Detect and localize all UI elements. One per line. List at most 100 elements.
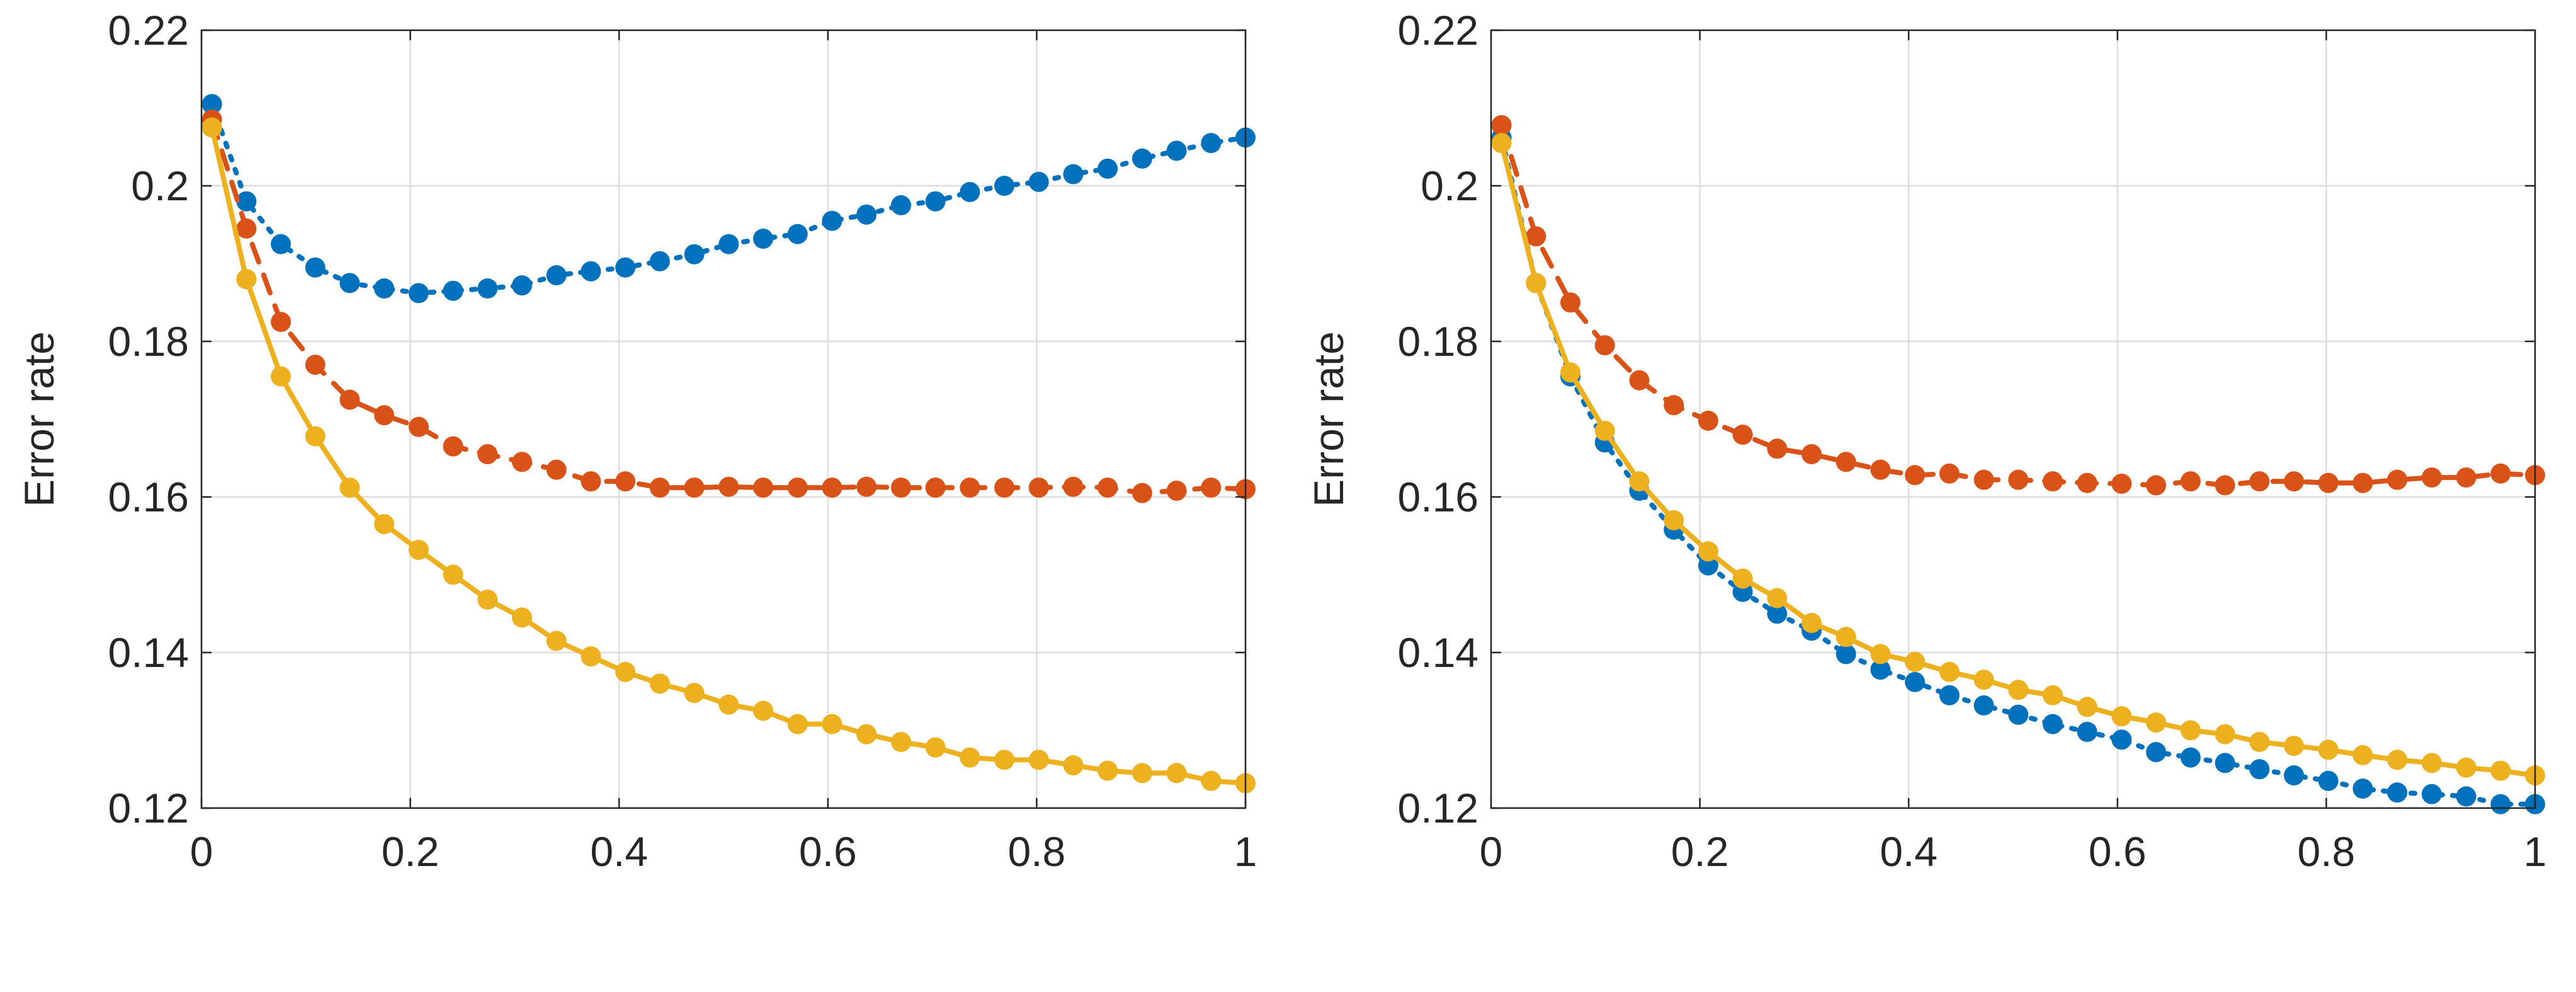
right-chart-series-blue-point bbox=[1698, 555, 1718, 576]
left-chart-series-yellow-point bbox=[787, 714, 808, 734]
right-chart-series-orange-point bbox=[2215, 475, 2235, 496]
left-chart-series-orange-point bbox=[1166, 481, 1187, 501]
right-chart-series-orange-point bbox=[1732, 425, 1753, 445]
left-chart-series-yellow-point bbox=[753, 700, 773, 721]
left-chart-series-blue-point bbox=[581, 261, 601, 282]
right-chart-xtick-label: 0.2 bbox=[1671, 828, 1729, 875]
right-chart-series-blue-point bbox=[2180, 747, 2201, 768]
left-chart-series-yellow-point bbox=[1166, 763, 1187, 784]
left-chart-xtick-label: 0.6 bbox=[799, 828, 857, 875]
right-chart-ytick-label: 0.2 bbox=[1421, 162, 1478, 209]
left-chart-grid bbox=[200, 29, 1247, 809]
left-chart-series-yellow-point bbox=[1063, 755, 1084, 776]
left-chart-series-orange-point bbox=[512, 452, 532, 472]
left-chart-series-orange-point bbox=[477, 444, 498, 465]
right-chart-series-orange-point bbox=[2180, 471, 2201, 492]
left-chart-series-orange-point bbox=[305, 355, 326, 375]
right-chart-series-blue-point bbox=[2111, 729, 2132, 750]
right-chart-series-orange-point bbox=[2043, 471, 2063, 492]
left-chart-series-blue-point bbox=[512, 275, 532, 296]
left-chart-series-blue-point bbox=[684, 244, 705, 265]
right-chart-frame bbox=[1490, 29, 2536, 809]
right-chart-series-orange-point bbox=[2490, 463, 2511, 484]
right-chart-series-yellow-point bbox=[1905, 651, 1926, 672]
right-chart-series-orange-point bbox=[1594, 335, 1615, 356]
right-chart-series-blue-point bbox=[2456, 786, 2477, 807]
left-chart-series-yellow-point bbox=[271, 366, 291, 387]
right-chart-series-yellow-point bbox=[1767, 588, 1788, 608]
left-chart-series-orange-point bbox=[856, 476, 877, 497]
right-chart-series-blue-point bbox=[2284, 765, 2304, 786]
left-chart-series-blue-point bbox=[822, 210, 843, 231]
left-chart-ytick-label: 0.18 bbox=[108, 318, 189, 365]
left-chart-series-yellow-point bbox=[718, 694, 739, 715]
right-chart-series-orange-point bbox=[1629, 370, 1650, 391]
right-chart-series-blue-point bbox=[1767, 603, 1788, 624]
left-chart-series-blue-point bbox=[718, 234, 739, 254]
right-chart-series-yellow-point bbox=[2215, 724, 2235, 744]
left-chart-series-orange-point bbox=[1028, 477, 1049, 498]
left-chart-series-orange-point bbox=[1201, 477, 1222, 498]
right-chart-series-blue-point bbox=[1939, 685, 1960, 705]
left-chart-series-blue-point bbox=[753, 229, 773, 249]
left-chart-ytick-label: 0.14 bbox=[108, 629, 189, 676]
left-chart-series-orange-point bbox=[684, 477, 705, 498]
right-chart-series-orange-point bbox=[2387, 469, 2408, 490]
right-chart-ytick-label: 0.22 bbox=[1398, 7, 1478, 54]
left-chart-series-yellow-point bbox=[615, 661, 636, 682]
left-chart-series-orange-point bbox=[718, 476, 739, 497]
right-chart-series-yellow-point bbox=[1560, 362, 1580, 383]
right-chart-ylabel: Error rate bbox=[1305, 331, 1352, 507]
left-chart-series-orange-point bbox=[1098, 477, 1118, 498]
right-chart-series-blue-point bbox=[1870, 659, 1891, 680]
right-chart-series-yellow-point bbox=[1526, 273, 1546, 294]
left-chart-series-blue-point bbox=[1028, 171, 1049, 192]
left-chart-series-yellow-point bbox=[201, 117, 222, 138]
left-chart-series-blue-point bbox=[1201, 133, 1222, 154]
left-chart-series-orange-point bbox=[649, 477, 670, 498]
right-chart-ytick-label: 0.16 bbox=[1398, 474, 1478, 520]
left-chart-series-orange-point bbox=[546, 459, 567, 480]
left-chart-series-blue-point bbox=[374, 278, 395, 299]
left-chart-series-yellow-point bbox=[960, 747, 980, 768]
left-chart-series-orange-point bbox=[581, 471, 601, 492]
right-chart-series-blue-point bbox=[1905, 671, 1926, 692]
left-chart-series-yellow-point bbox=[994, 750, 1014, 770]
left-chart-ylabel: Error rate bbox=[16, 331, 62, 507]
left-chart-series-orange-point bbox=[615, 471, 636, 492]
right-chart-series-yellow-point bbox=[1664, 510, 1684, 530]
left-chart-panel: 0 0.2 0.4 0.6 0.8 1 0.12 0.14 0.16 0.18 0.2 0.22 Er… bbox=[16, 7, 1257, 875]
left-chart-series-orange-point bbox=[994, 477, 1014, 498]
left-chart-series-yellow-point bbox=[925, 737, 946, 758]
right-chart-series-orange-point bbox=[1973, 469, 1994, 490]
right-chart-series-orange-point bbox=[1836, 452, 1856, 472]
left-chart-series-blue-point bbox=[890, 195, 911, 215]
right-chart-series-orange-point bbox=[1526, 226, 1546, 247]
right-chart-series-blue-point bbox=[2318, 770, 2339, 791]
left-chart-series-orange-point bbox=[925, 477, 946, 498]
left-chart-series-orange-point bbox=[236, 218, 257, 239]
right-chart-series-orange-point bbox=[2008, 469, 2029, 490]
right-chart-series-blue-point bbox=[2490, 794, 2511, 814]
left-chart-series-yellow-point bbox=[236, 269, 257, 290]
right-chart-series-yellow-point bbox=[1836, 627, 1856, 647]
right-chart-series-orange-point bbox=[2318, 472, 2339, 493]
left-chart-frame bbox=[200, 29, 1247, 809]
right-chart-series-orange-point bbox=[1801, 444, 1822, 465]
right-chart-series-yellow-point bbox=[2284, 736, 2304, 756]
left-chart-series bbox=[201, 94, 1256, 794]
left-chart-series-orange-point bbox=[1063, 476, 1084, 497]
right-chart-xtick-label: 0.4 bbox=[1880, 828, 1938, 875]
right-chart-series-yellow-point bbox=[2111, 706, 2132, 727]
left-chart-series-yellow-point bbox=[339, 477, 360, 498]
left-chart-series-yellow-point bbox=[408, 540, 429, 560]
left-chart-xtick-label: 0.8 bbox=[1008, 828, 1066, 875]
left-chart-series-blue-point bbox=[1166, 140, 1187, 161]
right-chart-series-yellow-point bbox=[1629, 471, 1650, 492]
left-chart-series-yellow-point bbox=[822, 714, 843, 734]
right-chart-series-yellow-point bbox=[2249, 732, 2270, 752]
right-chart-series-yellow-point bbox=[1491, 133, 1512, 154]
right-chart-series-blue-point bbox=[1836, 644, 1856, 664]
left-chart-series-yellow-point bbox=[1028, 750, 1049, 770]
left-chart-series-yellow-point bbox=[443, 564, 463, 585]
